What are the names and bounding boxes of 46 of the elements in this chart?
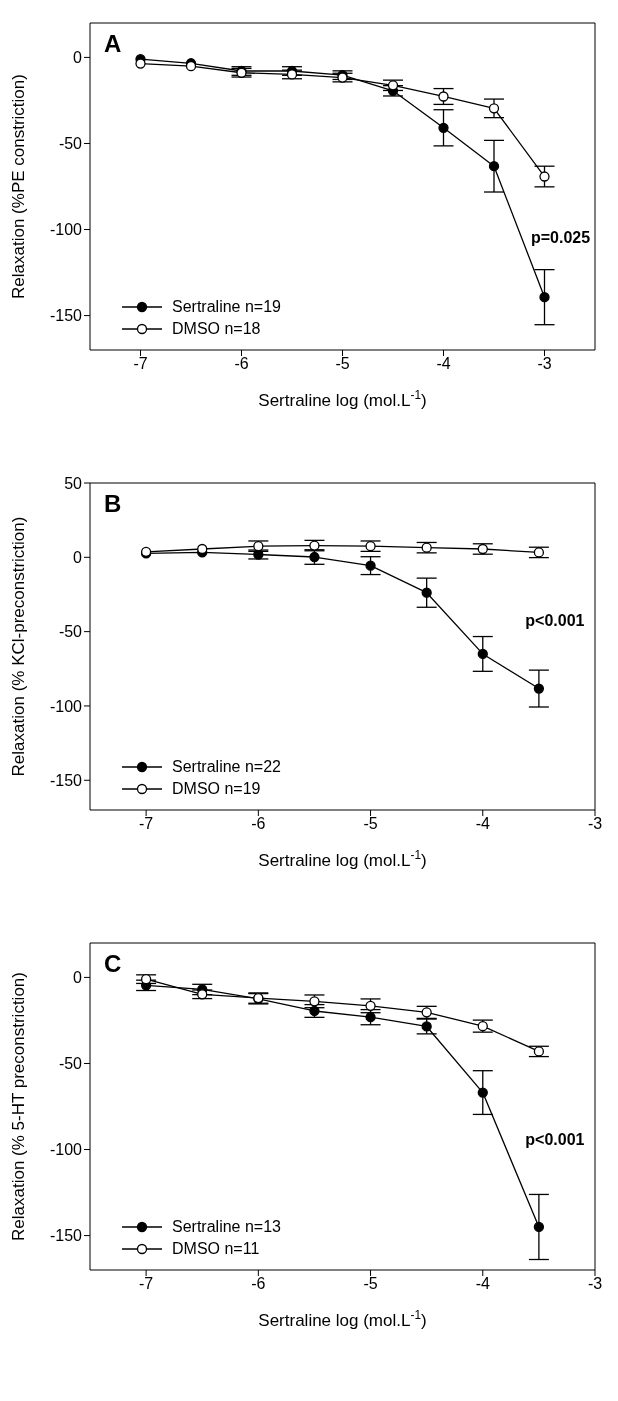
x-tick-label: -7	[133, 355, 148, 373]
x-tick-label: -4	[436, 355, 451, 373]
y-tick-label: -100	[49, 221, 83, 239]
y-tick-label: -100	[49, 1141, 83, 1159]
annotation: p<0.001	[525, 1130, 585, 1148]
chart-title: B	[104, 490, 122, 518]
y-tick-label: 0	[73, 49, 83, 67]
x-tick-label: -4	[475, 1275, 490, 1293]
y-tick-label: -100	[49, 697, 83, 715]
x-axis-title: Sertraline log (mol.L$^{-1}$)	[258, 848, 427, 870]
x-axis-title: Sertraline log (mol.L$^{-1}$)	[258, 388, 427, 410]
x-axis-title: Sertraline log (mol.L$^{-1}$)	[258, 1308, 427, 1330]
x-tick-label: -6	[251, 1275, 266, 1293]
x-tick-label: -7	[138, 815, 154, 833]
legend-label: DMSO n=19	[172, 779, 261, 799]
x-tick-label: -6	[251, 815, 266, 833]
y-tick-label: -50	[58, 623, 83, 641]
y-tick-label: 0	[73, 969, 83, 987]
y-tick-label: -50	[58, 1055, 83, 1073]
legend-label: Sertraline n=13	[172, 1217, 281, 1237]
y-tick-label: -150	[49, 771, 83, 789]
legend-label: Sertraline n=19	[172, 297, 281, 317]
y-tick-label: -150	[49, 307, 83, 325]
legend-label: DMSO n=18	[172, 319, 261, 339]
x-tick-label: -5	[363, 1275, 378, 1293]
y-axis-title: Relaxation (% 5-HT preconstriction)	[9, 972, 28, 1241]
x-tick-label: -6	[234, 355, 249, 373]
legend-label: Sertraline n=22	[172, 757, 281, 777]
y-tick-label: 0	[73, 549, 83, 566]
chart-title: C	[104, 950, 122, 978]
legend-label: DMSO n=11	[172, 1239, 260, 1259]
x-tick-label: -5	[335, 355, 350, 373]
x-tick-label: -7	[138, 1275, 154, 1293]
x-tick-label: -3	[537, 355, 552, 373]
y-axis-title: Relaxation (%PE constriction)	[9, 74, 28, 299]
x-tick-label: -3	[587, 1275, 603, 1293]
annotation: p<0.001	[525, 612, 585, 630]
x-tick-label: -3	[587, 815, 603, 833]
y-tick-label: -150	[49, 1227, 83, 1245]
y-tick-label: 50	[64, 474, 83, 492]
y-tick-label: -50	[58, 135, 83, 153]
chart-title: A	[104, 30, 122, 58]
annotation: p=0.025	[530, 228, 591, 246]
x-tick-label: -5	[363, 815, 378, 833]
y-axis-title: Relaxation (% KCl-preconstriction)	[9, 516, 28, 777]
x-tick-label: -4	[475, 815, 490, 833]
